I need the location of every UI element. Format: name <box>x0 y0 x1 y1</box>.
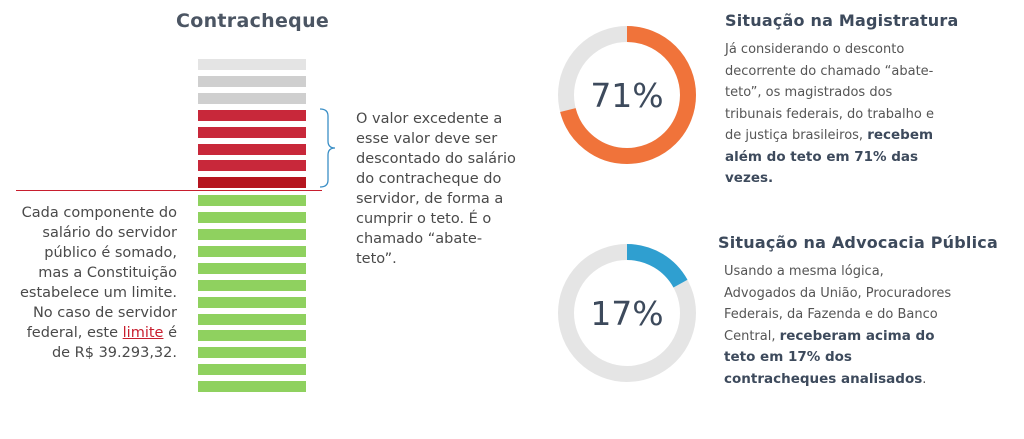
magistratura-text-bold: recebem além do teto em 71% das vezes. <box>725 127 934 186</box>
excess-red-bar <box>198 127 306 138</box>
contracheque-title: Contracheque <box>176 10 330 32</box>
limit-note-text-before: Cada componente do salário do servidor p… <box>20 205 177 341</box>
advocacia-donut-arc <box>558 244 696 382</box>
advocacia-text-end: . <box>922 371 927 387</box>
salary-green-bar <box>198 364 306 375</box>
salary-green-bar <box>198 381 306 392</box>
magistratura-percent: 71% <box>590 76 663 115</box>
excess-red-bar <box>198 177 306 188</box>
salary-green-bar <box>198 246 306 257</box>
salary-green-bar <box>198 195 306 206</box>
salary-green-bar <box>198 280 306 291</box>
gray-bar <box>198 59 306 70</box>
excess-red-bar <box>198 160 306 171</box>
salary-green-bar <box>198 229 306 240</box>
limit-note: Cada componente do salário do servidor p… <box>12 203 177 363</box>
magistratura-text-plain: Já considerando o desconto decorrente do… <box>725 42 934 143</box>
brace-icon <box>319 108 336 188</box>
salary-green-bar <box>198 212 306 223</box>
excess-red-bar <box>198 110 306 121</box>
gray-bar <box>198 76 306 87</box>
advocacia-percent: 17% <box>590 294 663 333</box>
salary-green-bar <box>198 330 306 341</box>
magistratura-donut-arc <box>558 26 696 164</box>
limit-link[interactable]: limite <box>122 325 164 341</box>
salary-green-bar <box>198 347 306 358</box>
abate-teto-note: O valor excedente a esse valor deve ser … <box>356 111 516 267</box>
advocacia-text-bold: receberam acima do teto em 17% dos contr… <box>724 327 935 387</box>
salary-green-bar <box>198 297 306 308</box>
advocacia-text: Usando a mesma lógica, Advogados da Uniã… <box>724 261 954 390</box>
advocacia-donut: 17% <box>558 244 696 382</box>
magistratura-donut: 71% <box>558 26 696 164</box>
magistratura-title: Situação na Magistratura <box>725 11 959 30</box>
magistratura-text: Já considerando o desconto decorrente do… <box>725 39 950 190</box>
salary-green-bar <box>198 314 306 325</box>
advocacia-text-plain: Usando a mesma lógica, Advogados da Uniã… <box>724 264 952 344</box>
limit-note-text-after: é de R$ 39.293,32. <box>51 325 177 361</box>
teto-limit-line <box>16 190 322 191</box>
advocacia-title: Situação na Advocacia Pública <box>718 233 998 252</box>
excess-red-bar <box>198 144 306 155</box>
salary-green-bar <box>198 263 306 274</box>
gray-bar <box>198 93 306 104</box>
